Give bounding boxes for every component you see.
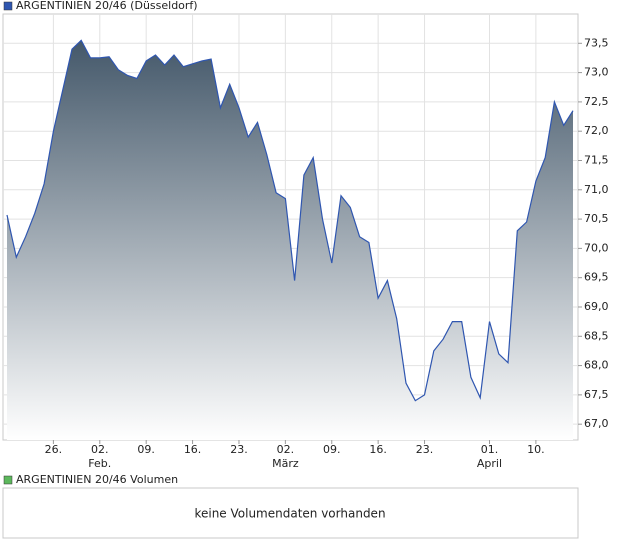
volume-message: keine Volumendaten vorhanden [194, 507, 385, 521]
y-tick-label: 73,0 [584, 66, 609, 79]
x-tick-label: 16. [184, 443, 202, 456]
x-month-label: Feb. [88, 457, 111, 470]
x-tick-label: 09. [137, 443, 155, 456]
x-tick-label: 16. [369, 443, 387, 456]
x-tick-label: 26. [45, 443, 63, 456]
y-tick-label: 70,5 [584, 212, 609, 225]
x-tick-label: 10. [527, 443, 545, 456]
y-tick-label: 67,5 [584, 388, 609, 401]
x-month-label: März [272, 457, 299, 470]
x-month-label: April [477, 457, 502, 470]
x-tick-label: 23. [230, 443, 248, 456]
y-tick-label: 72,0 [584, 124, 609, 137]
y-tick-label: 68,5 [584, 329, 609, 342]
line [6, 39, 574, 402]
y-tick-label: 71,5 [584, 153, 609, 166]
legend-swatch [3, 475, 13, 485]
x-tick-label: 02. [91, 443, 109, 456]
y-tick-label: 72,5 [584, 95, 609, 108]
y-tick-label: 73,5 [584, 36, 609, 49]
y-tick-label: 71,0 [584, 183, 609, 196]
y-tick-label: 68,0 [584, 359, 609, 372]
y-tick-label: 67,0 [584, 417, 609, 430]
x-tick-label: 09. [323, 443, 341, 456]
x-tick-label: 23. [416, 443, 434, 456]
x-tick-label: 01. [481, 443, 499, 456]
y-tick-label: 69,0 [584, 300, 609, 313]
legend-label: ARGENTINIEN 20/46 Volumen [16, 473, 178, 486]
y-tick-label: 70,0 [584, 241, 609, 254]
x-tick-label: 02. [277, 443, 295, 456]
y-tick-label: 69,5 [584, 271, 609, 284]
volume-panel [2, 487, 579, 539]
legend-label: ARGENTINIEN 20/46 (Düsseldorf) [16, 0, 198, 12]
legend-swatch [3, 1, 13, 11]
